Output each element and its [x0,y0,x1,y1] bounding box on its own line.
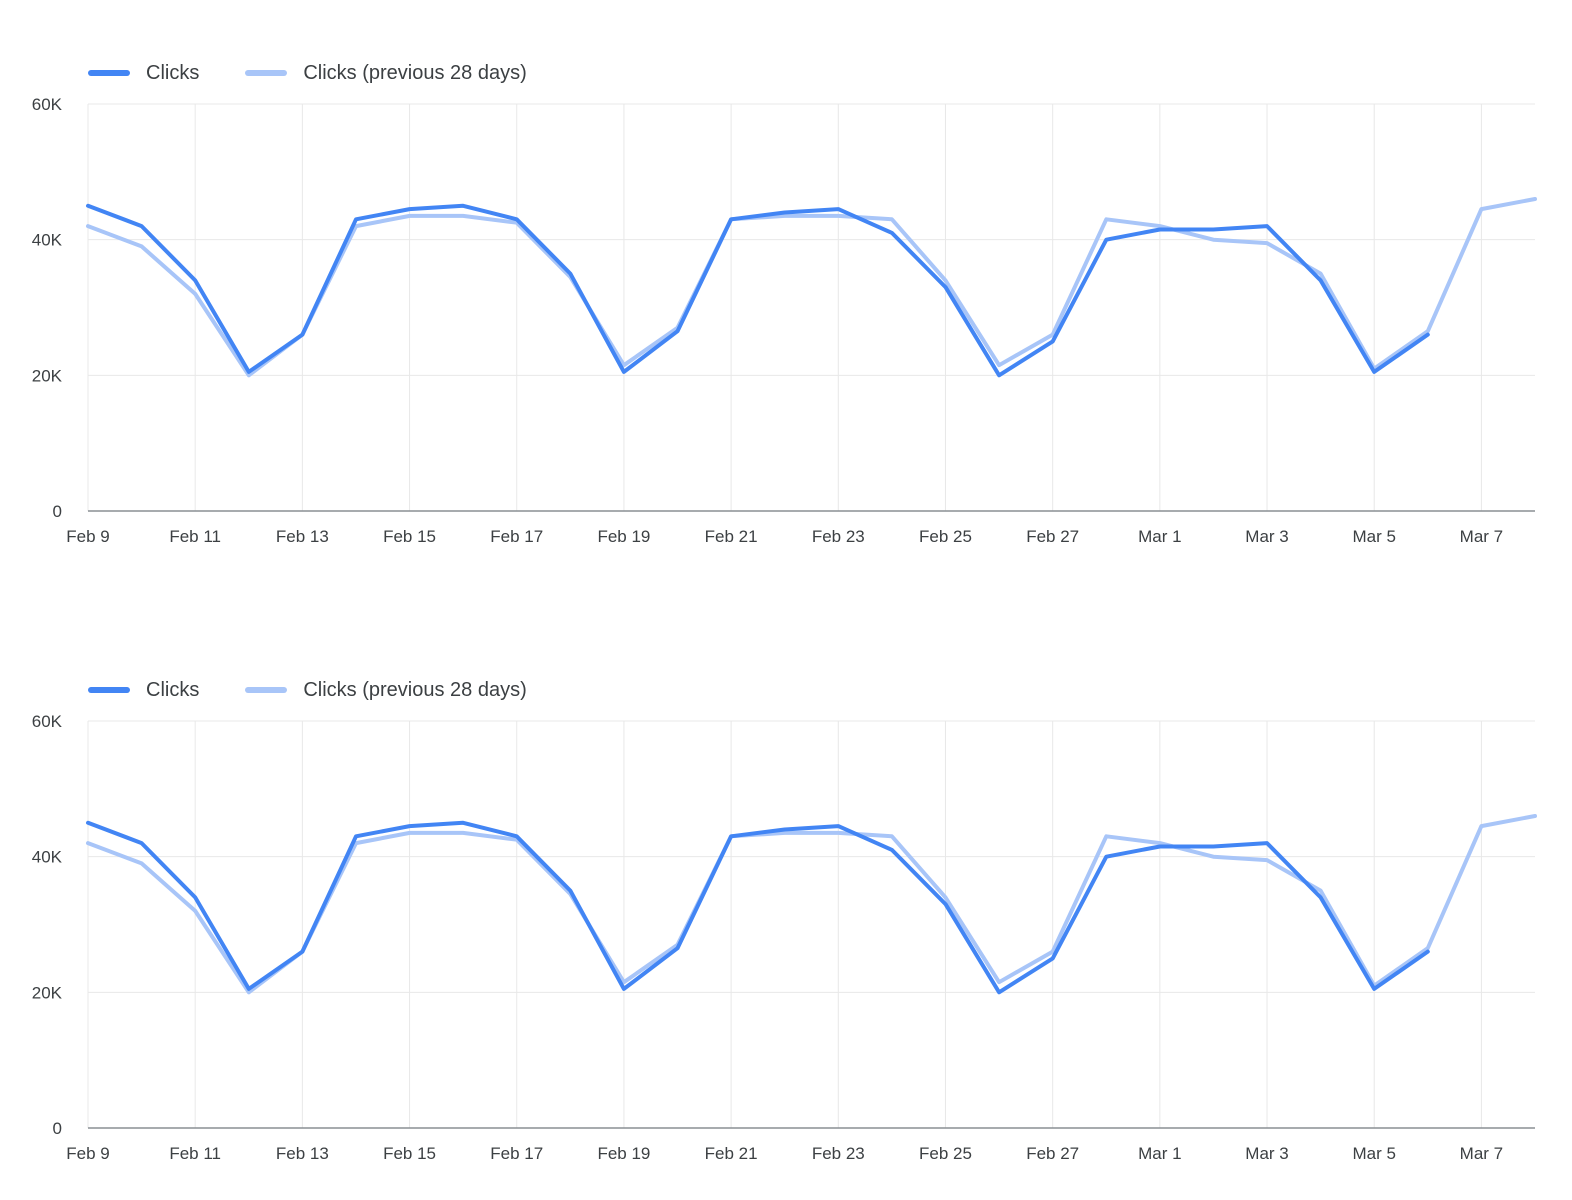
x-tick-label: Feb 15 [383,527,436,546]
x-tick-label: Feb 21 [705,527,758,546]
series-line-clicks-previous-28-days [86,197,1537,378]
clicks-series-label: Clicks [146,678,200,701]
series-line-clicks-previous-28-days [86,814,1537,995]
x-tick-label: Feb 9 [66,1144,109,1163]
clicks-previous-series-swatch [245,687,288,693]
y-tick-label: 60K [32,713,63,731]
x-tick-label: Mar 1 [1138,1144,1181,1163]
clicks-series-label: Clicks [146,61,200,84]
x-tick-label: Mar 5 [1352,1144,1395,1163]
line-chart-plot[interactable]: Feb 9 Feb 11 Feb 13 Feb 15 Feb 17 Feb 19 Feb 2… [0,96,1572,551]
x-tick-label: Feb 23 [812,527,865,546]
x-tick-label: Feb 11 [169,527,221,546]
legend-item-clicks-previous: Clicks (previous 28 days) [245,61,527,85]
x-tick-label: Feb 19 [597,1144,650,1163]
x-tick-label: Mar 7 [1460,1144,1503,1163]
y-tick-label: 40K [32,231,63,250]
y-tick-label: 20K [32,983,63,1002]
x-tick-label: Mar 3 [1245,527,1288,546]
x-tick-label: Feb 17 [490,1144,543,1163]
y-tick-label: 0 [53,502,62,521]
line-chart-plot[interactable]: Feb 9 Feb 11 Feb 13 Feb 15 Feb 17 Feb 19 Feb 2… [0,713,1572,1168]
x-tick-label: Feb 27 [1026,1144,1079,1163]
clicks-series-swatch [88,70,130,76]
x-tick-label: Feb 13 [276,1144,329,1163]
y-tick-label: 40K [32,848,63,867]
clicks-previous-series-label: Clicks (previous 28 days) [303,678,527,701]
y-tick-label: 60K [32,96,63,114]
x-tick-label: Feb 17 [490,527,543,546]
clicks-previous-series-label: Clicks (previous 28 days) [303,61,527,84]
x-tick-label: Feb 19 [597,527,650,546]
y-tick-label: 0 [53,1119,62,1138]
x-tick-label: Feb 23 [812,1144,865,1163]
x-tick-label: Feb 15 [383,1144,436,1163]
clicks-chart-top: Clicks Clicks (previous 28 days) Feb 9 Fe… [0,0,1572,551]
series-line-clicks [86,820,1430,995]
series-line-clicks [86,203,1430,378]
x-tick-label: Mar 7 [1460,527,1503,546]
chart-legend: Clicks Clicks (previous 28 days) [88,677,1572,703]
x-tick-label: Feb 21 [705,1144,758,1163]
x-tick-label: Feb 9 [66,527,109,546]
x-tick-label: Feb 11 [169,1144,221,1163]
x-tick-label: Mar 5 [1352,527,1395,546]
clicks-chart-bottom: Clicks Clicks (previous 28 days) Feb 9 Fe… [0,677,1572,1168]
chart-legend: Clicks Clicks (previous 28 days) [88,60,1572,86]
clicks-previous-series-swatch [245,70,288,76]
x-tick-label: Feb 13 [276,527,329,546]
legend-item-clicks-previous: Clicks (previous 28 days) [245,678,527,702]
x-tick-label: Feb 27 [1026,527,1079,546]
y-tick-label: 20K [32,366,63,385]
x-tick-label: Feb 25 [919,527,972,546]
legend-item-clicks: Clicks [88,679,199,702]
legend-item-clicks: Clicks [88,62,199,85]
x-tick-label: Mar 3 [1245,1144,1288,1163]
x-tick-label: Mar 1 [1138,527,1181,546]
clicks-series-swatch [88,687,130,693]
x-tick-label: Feb 25 [919,1144,972,1163]
